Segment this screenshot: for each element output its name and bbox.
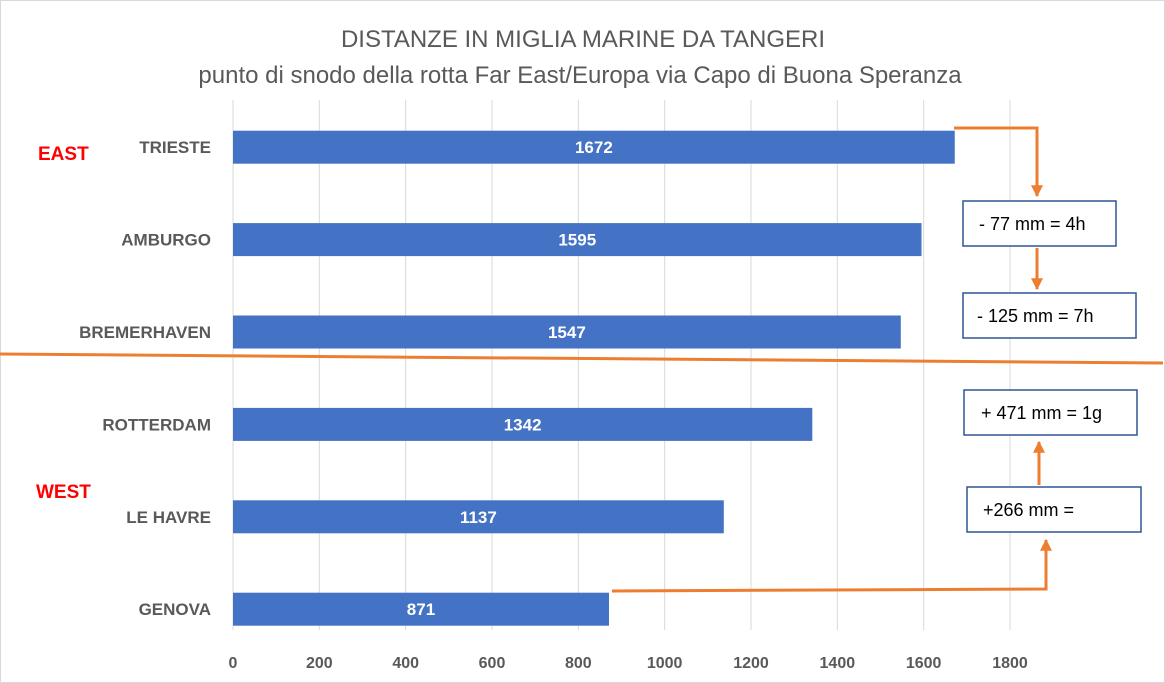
bar-label-genova: 871 [407,600,435,619]
bar-label-trieste: 1672 [575,138,613,157]
annotation-box-rotterdam [963,389,1138,436]
x-tick-label-1200: 1200 [733,655,769,672]
bar-label-rotterdam: 1342 [504,415,542,434]
annotation-text-amburgo: - 77 mm = 4h [979,214,1086,234]
bar-trieste [233,130,955,164]
region-label-east: EAST [38,144,89,165]
category-label-amburgo: AMBURGO [121,231,211,250]
bar-le-havre [233,500,724,534]
bar-labels: 1672 1595 1547 1342 1137 871 [407,138,613,619]
annotation-box-bremerhaven [962,292,1137,339]
connector-genova-to-lehavre [611,538,1052,593]
bar-label-bremerhaven: 1547 [548,323,586,342]
x-tick-label-1800: 1800 [992,655,1028,672]
bar-label-le-havre: 1137 [460,508,497,527]
annotation-text-rotterdam: + 471 mm = 1g [981,403,1102,423]
x-tick-label-400: 400 [392,655,419,672]
bars [233,130,955,626]
tick-labels: 0 200 400 600 800 1000 1200 1400 1600 1800 [229,655,1028,672]
category-label-le-havre: LE HAVRE [126,508,211,527]
bar-amburgo [233,223,922,257]
category-labels: TRIESTE AMBURGO BREMERHAVEN ROTTERDAM LE HAV… [79,138,211,619]
region-label-west: WEST [36,482,91,503]
annotation-text-lehavre: +266 mm = [983,500,1074,520]
bar-rotterdam [233,407,813,441]
connector-trieste-to-amburgo [954,126,1043,198]
category-label-trieste: TRIESTE [139,138,211,157]
gridlines [232,100,1011,630]
x-tick-label-1000: 1000 [647,655,683,672]
annotation-box-lehavre [966,486,1142,533]
category-label-genova: GENOVA [139,600,211,619]
chart-subtitle: punto di snodo della rotta Far East/Euro… [198,62,962,89]
category-label-bremerhaven: BREMERHAVEN [79,323,211,342]
chart-title: DISTANZE IN MIGLIA MARINE DA TANGERI [341,26,825,53]
annotation-box-amburgo [962,200,1117,247]
east-west-divider-line [0,352,1164,365]
x-tick-label-600: 600 [479,655,506,672]
bar-genova [233,592,609,626]
x-tick-label-1400: 1400 [820,655,856,672]
x-tick-label-1600: 1600 [906,655,942,672]
bar-bremerhaven [233,315,901,349]
x-tick-label-0: 0 [229,655,238,672]
category-label-rotterdam: ROTTERDAM [102,415,211,434]
x-tick-label-800: 800 [565,655,592,672]
annotation-text-bremerhaven: - 125 mm = 7h [977,306,1094,326]
x-tick-label-200: 200 [306,655,333,672]
bar-label-amburgo: 1595 [558,231,596,250]
